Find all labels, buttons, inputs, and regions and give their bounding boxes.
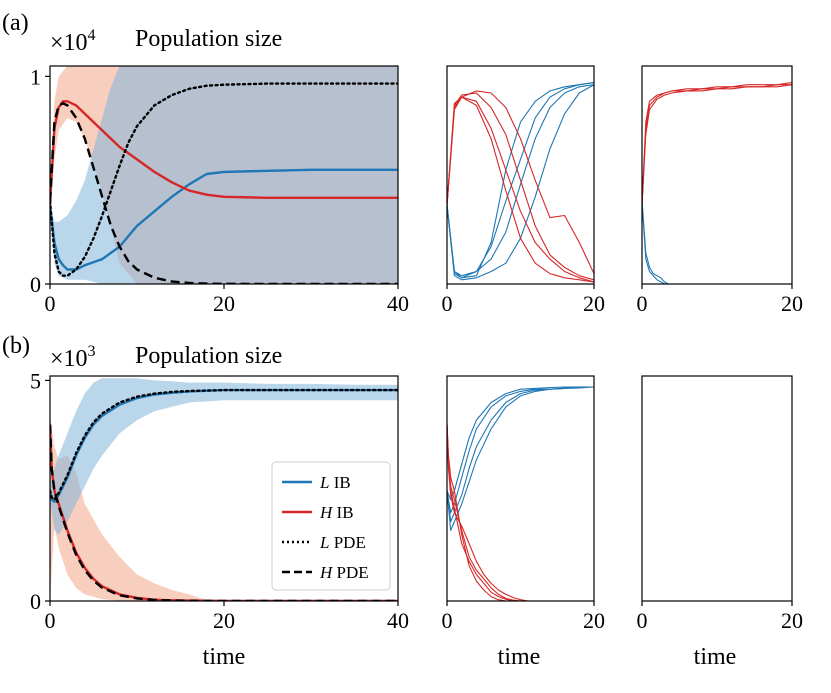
legend-entry-l-ib-italic: L bbox=[319, 473, 329, 492]
x-tick-label: 0 bbox=[637, 608, 648, 633]
series-l-run-1 bbox=[447, 386, 594, 514]
x-tick-label: 20 bbox=[781, 291, 803, 316]
series-l-pde bbox=[50, 388, 398, 501]
legend-entry-h-ib-italic: H bbox=[319, 503, 334, 522]
series-h-run-4 bbox=[447, 96, 594, 283]
legend-entry-l-ib: L IB bbox=[319, 473, 351, 492]
series-h-ib bbox=[50, 424, 398, 601]
x-tick-label: 20 bbox=[213, 608, 235, 633]
x-tick-label: 0 bbox=[442, 608, 453, 633]
series-h-run-2 bbox=[642, 82, 792, 206]
multiplier-b-exponent: 3 bbox=[88, 343, 96, 360]
axes-frame bbox=[446, 375, 595, 602]
legend-entry-l-pde-italic: L bbox=[319, 533, 329, 552]
series-h-run-4 bbox=[447, 424, 514, 601]
plot-a: 0 20 40 0 1 bbox=[30, 64, 409, 316]
series-l-run-2 bbox=[447, 386, 594, 523]
band-l-range bbox=[50, 378, 398, 535]
legend: L IB H IB L PDE H PDE bbox=[271, 461, 391, 591]
series-h-ib bbox=[50, 100, 398, 206]
plot-area-a-trajectories-H bbox=[642, 82, 792, 284]
x-tick-label: 20 bbox=[213, 291, 235, 316]
x-tick-label: 0 bbox=[442, 291, 453, 316]
x-axis-label-main: time bbox=[203, 644, 246, 670]
legend-entry-l-ib-text: IB bbox=[329, 473, 350, 492]
series-l-run-2 bbox=[447, 84, 594, 279]
series-h-run-1 bbox=[642, 84, 792, 206]
legend-entry-h-pde-italic: H bbox=[319, 563, 334, 582]
panel-label-a: (a) bbox=[2, 10, 29, 36]
band-l-range bbox=[50, 66, 398, 284]
plot-a-trajectories-mixed: 0 20 bbox=[442, 65, 605, 316]
legend-entry-h-ib: H IB bbox=[319, 503, 354, 522]
series-l-run-4 bbox=[447, 82, 594, 277]
series-l-run-3 bbox=[447, 386, 594, 501]
series-l-run-2 bbox=[642, 200, 665, 284]
legend-entry-l-pde: L PDE bbox=[319, 533, 366, 552]
series-h-run-1 bbox=[447, 96, 594, 283]
x-tick-label: 40 bbox=[387, 291, 409, 316]
plot-b-trajectories-mixed: 0 20 bbox=[442, 375, 605, 633]
y-tick-label: 1 bbox=[30, 64, 41, 89]
panel-label-b: (b) bbox=[2, 333, 30, 359]
axes-frame bbox=[641, 375, 793, 602]
multiplier-b: ×103 bbox=[50, 343, 96, 372]
series-l-pde bbox=[50, 82, 398, 277]
multiplier-a-base: ×10 bbox=[50, 30, 88, 56]
x-tick-label: 0 bbox=[45, 608, 56, 633]
x-tick-label: 20 bbox=[781, 608, 803, 633]
y-tick-label: 0 bbox=[30, 272, 41, 297]
x-tick-label: 20 bbox=[583, 291, 605, 316]
series-l-run-4 bbox=[447, 386, 594, 531]
x-tick-label: 40 bbox=[387, 608, 409, 633]
axes-frame bbox=[641, 65, 793, 285]
series-h-run-2 bbox=[447, 92, 594, 281]
x-tick-label: 0 bbox=[45, 291, 56, 316]
legend-entry-h-pde-text: PDE bbox=[332, 563, 368, 582]
title-a: Population size bbox=[135, 26, 282, 52]
series-h-run-3 bbox=[447, 90, 594, 274]
series-l-ib bbox=[50, 168, 398, 271]
multiplier-a: ×104 bbox=[50, 27, 96, 56]
plot-area-a-trajectories-mixed bbox=[447, 82, 594, 283]
title-b: Population size bbox=[135, 343, 282, 369]
plot-a-trajectories-H: 0 20 bbox=[637, 65, 803, 316]
plot-b-trajectories-empty: 0 20 bbox=[637, 375, 803, 633]
legend-entry-h-ib-text: IB bbox=[332, 503, 353, 522]
series-h-run-3 bbox=[642, 84, 792, 206]
multiplier-b-base: ×10 bbox=[50, 346, 88, 372]
series-h-run-2 bbox=[447, 424, 528, 601]
series-l-run-1 bbox=[642, 200, 669, 284]
series-l-run-3 bbox=[447, 84, 594, 281]
multiplier-a-exponent: 4 bbox=[88, 27, 96, 44]
legend-entry-l-pde-text: PDE bbox=[329, 533, 365, 552]
band-h-range bbox=[50, 415, 398, 601]
plot-b: 0 20 40 0 5 bbox=[30, 368, 409, 633]
x-axis-label-middle: time bbox=[498, 644, 541, 670]
x-tick-label: 20 bbox=[583, 608, 605, 633]
x-tick-label: 0 bbox=[637, 291, 648, 316]
series-h-run-3 bbox=[447, 424, 506, 601]
plot-area-b-trajectories-mixed bbox=[447, 386, 594, 601]
plot-area-a bbox=[50, 66, 398, 284]
series-l-ib bbox=[50, 388, 398, 503]
axes-frame bbox=[446, 65, 595, 285]
plot-area-b bbox=[50, 378, 398, 601]
legend-frame bbox=[271, 461, 391, 591]
legend-entry-h-pde: H PDE bbox=[319, 563, 369, 582]
y-tick-label: 5 bbox=[30, 368, 41, 393]
y-tick-label: 0 bbox=[30, 589, 41, 614]
x-axis-label-right: time bbox=[694, 644, 737, 670]
